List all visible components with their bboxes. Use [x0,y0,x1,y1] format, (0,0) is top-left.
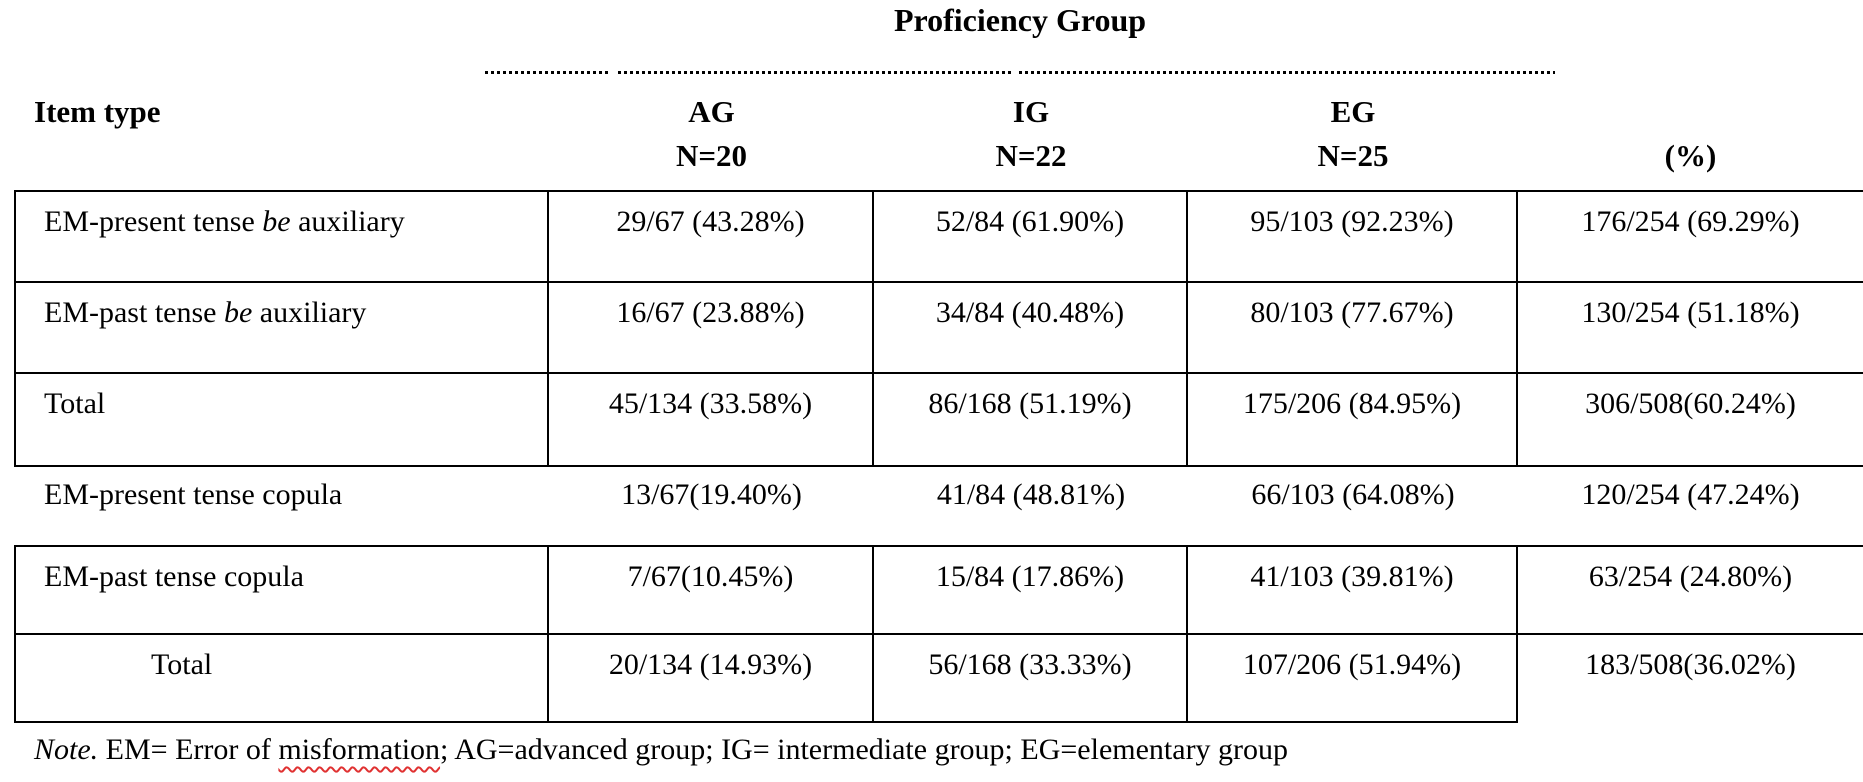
table-cell-ag: 7/67(10.45%) [549,547,874,635]
row-label-total: Total [16,374,549,465]
table-cell-eg: 175/206 (84.95%) [1188,374,1518,465]
table-cell-percent: 120/254 (47.24%) [1581,478,1800,511]
table-cell-ig: 34/84 (40.48%) [874,283,1188,374]
row-label-italic: be [223,296,253,329]
table-cell-ag: 29/67 (43.28%) [549,192,874,283]
table-cell-ag: 45/134 (33.58%) [549,374,874,465]
column-header-spacer [1518,90,1863,134]
dotted-rule-segment [618,71,1014,74]
column-header-spacer [16,134,549,178]
table-cell-ag: 20/134 (14.93%) [549,635,874,723]
column-header-group-ig: IG [1012,94,1050,129]
column-header-n-eg: N=25 [1317,138,1389,173]
table-cell-eg: 80/103 (77.67%) [1188,283,1518,374]
row-label-total: Total [16,635,549,723]
table-cell-ig: 15/84 (17.86%) [874,547,1188,635]
table-cell-percent: 176/254 (69.29%) [1518,192,1863,283]
table-cell-ag: 13/67(19.40%) [621,478,802,511]
column-header-n-ig: N=22 [995,138,1067,173]
row-label-text: EM-past tense [44,296,224,329]
row-label: EM-present tense be auxiliary [16,192,549,283]
note-text: EM= Error of [98,733,279,766]
table-cell-percent: 130/254 (51.18%) [1518,283,1863,374]
table-spanner-title: Proficiency Group [893,2,1147,38]
row-label-text: auxiliary [252,296,367,329]
table-cell-percent: 183/508(36.02%) [1585,648,1796,681]
row-label-text: auxiliary [290,205,405,238]
table-cell-eg: 66/103 (64.08%) [1251,478,1455,511]
table-cell-ig: 56/168 (33.33%) [874,635,1188,723]
row-label-italic: be [262,205,291,238]
table-cell-eg: 107/206 (51.94%) [1188,635,1518,723]
table-section-past-copula: EM-past tense copula 7/67(10.45%) 15/84 … [14,545,1863,723]
note-label: Note. [34,733,99,766]
table-cell-eg: 41/103 (39.81%) [1188,547,1518,635]
dotted-rule-segment [1019,71,1555,74]
table-header: Item type AG IG EG N=20 N=22 N=25 (%) [16,90,1863,178]
note-text: ; AG=advanced group; IG= intermediate gr… [440,733,1289,766]
table-cell-percent: 306/508(60.24%) [1585,387,1796,420]
column-header-n-ag: N=20 [675,138,748,173]
table-section-present-copula: EM-present tense copula 13/67(19.40%) 41… [14,465,1863,545]
spanner-dotted-rule [485,71,1555,74]
column-header-percent: (%) [1664,138,1717,173]
column-header-group-eg: EG [1330,94,1376,129]
column-header-group-ag: AG [688,94,735,129]
column-header-item-type: Item type [34,94,161,129]
dotted-rule-segment [485,71,609,74]
row-label: EM-present tense copula [44,478,343,511]
note-misspelled-word: misformation [278,733,441,766]
table-cell-eg: 95/103 (92.23%) [1188,192,1518,283]
table-cell-ag: 16/67 (23.88%) [549,283,874,374]
table-cell-ig: 86/168 (51.19%) [874,374,1188,465]
table-note: Note. EM= Error of misformation; AG=adva… [34,733,1834,767]
row-label-text: EM-present tense [44,205,263,238]
row-label: EM-past tense be auxiliary [16,283,549,374]
table-cell-ig: 52/84 (61.90%) [874,192,1188,283]
table-cell-ig: 41/84 (48.81%) [936,478,1126,511]
table-cell-percent: 63/254 (24.80%) [1518,547,1863,635]
table-section-auxiliary: EM-present tense be auxiliary 29/67 (43.… [14,190,1863,467]
row-label: EM-past tense copula [16,547,549,635]
